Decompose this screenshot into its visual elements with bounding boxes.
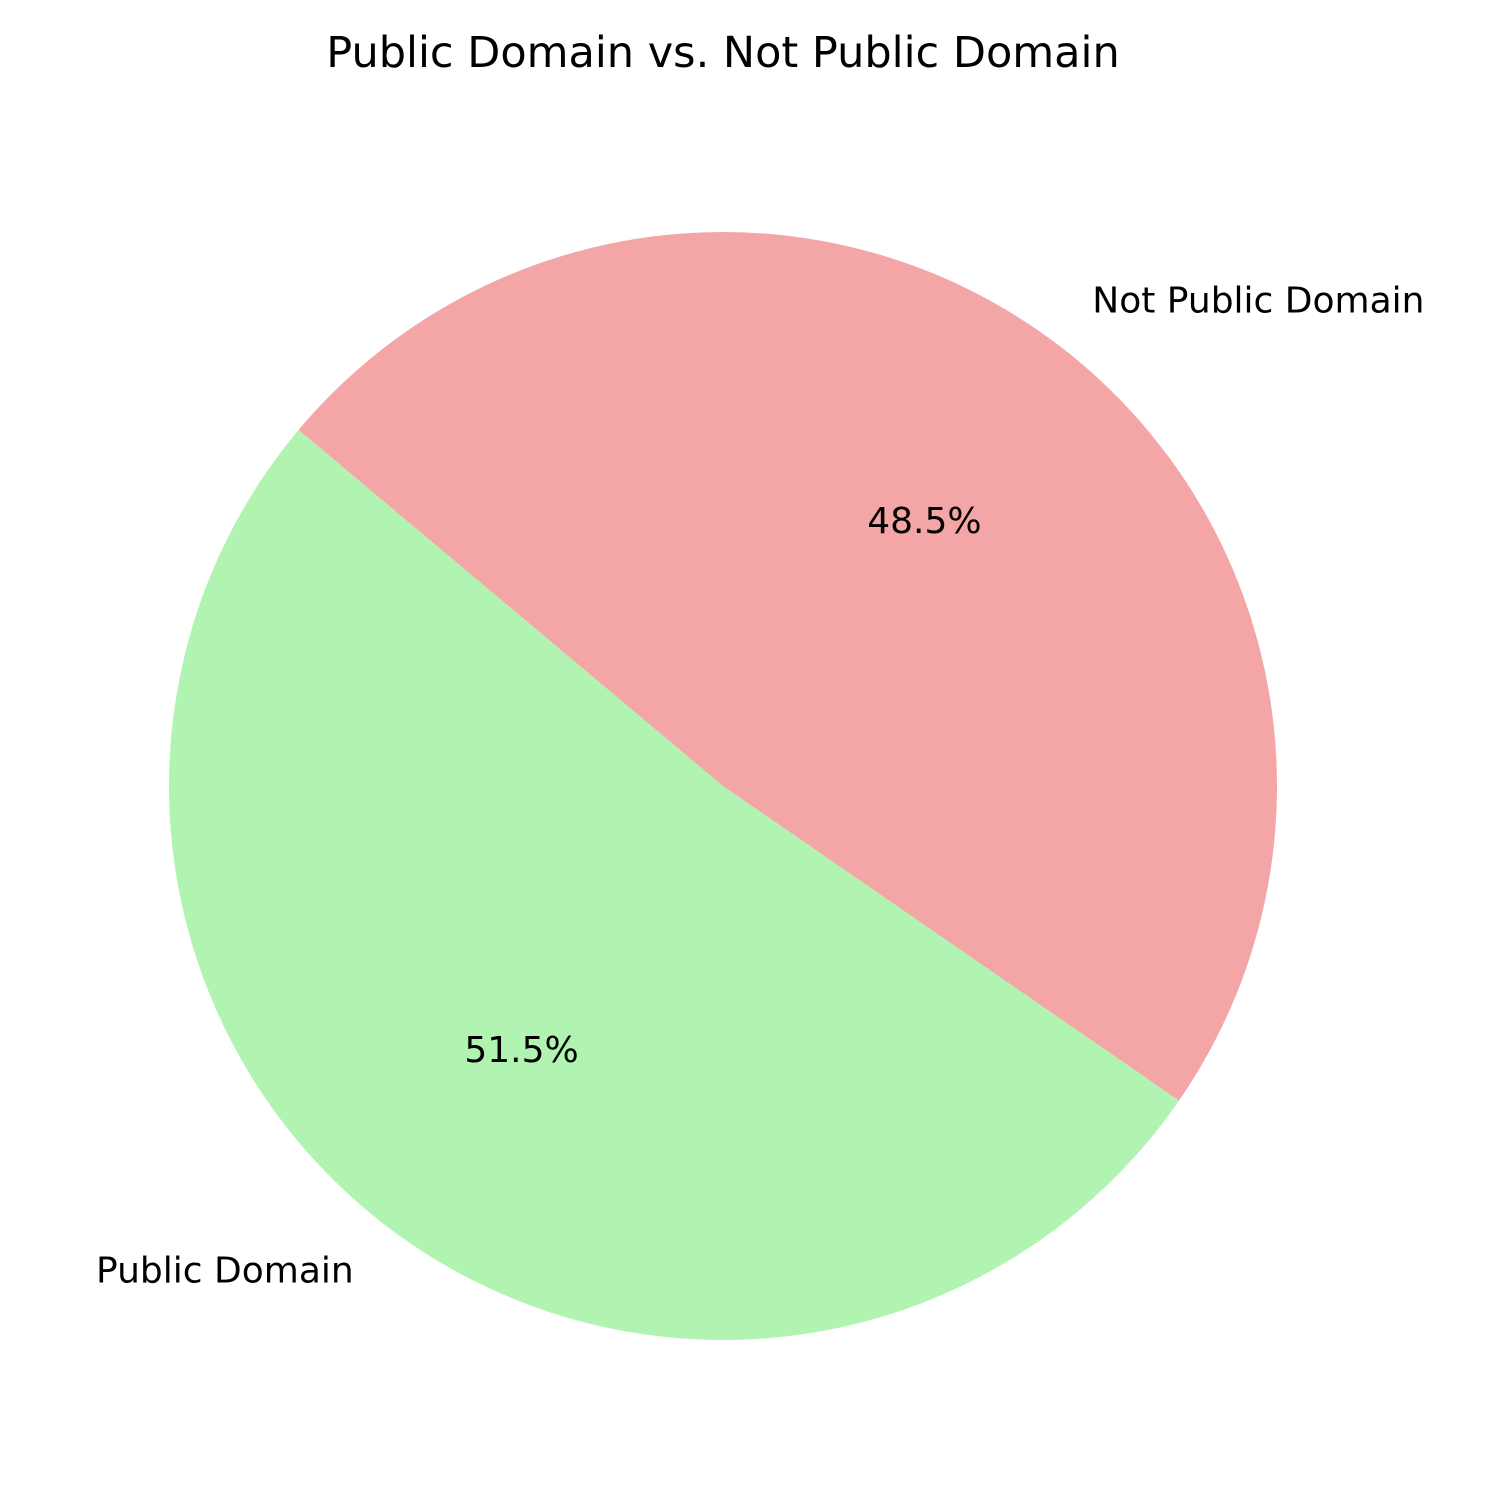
pie-slice-public-domain (168, 429, 1180, 1341)
slice-percent-label: 51.5% (464, 1030, 578, 1071)
slice-label: Not Public Domain (1092, 281, 1424, 322)
pie-labels: Public Domain 51.5% Not Public Domain 48.5% (96, 281, 1424, 1292)
pie-slice-not-public-domain (298, 232, 1277, 1101)
slice-percent-label: 48.5% (867, 501, 981, 542)
slice-label: Public Domain (96, 1250, 354, 1291)
pie-slices (168, 232, 1277, 1341)
chart-title: Public Domain vs. Not Public Domain (326, 28, 1119, 78)
